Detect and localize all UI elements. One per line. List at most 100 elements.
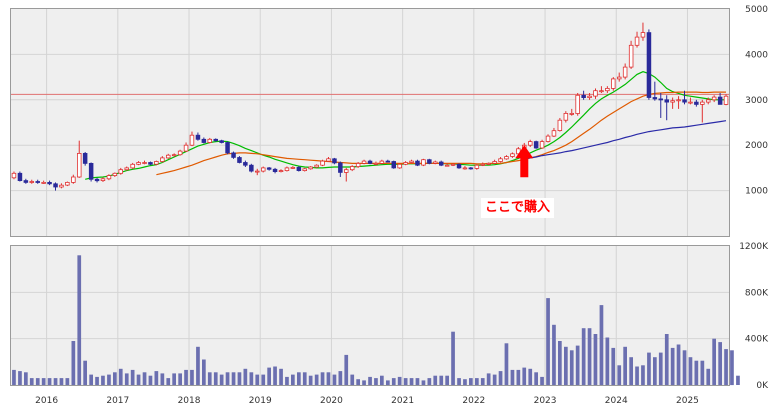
volume-bar (332, 374, 337, 385)
volume-bar (694, 360, 699, 385)
candle-body (717, 96, 723, 105)
candle-body (41, 181, 46, 184)
candle-body (47, 181, 52, 185)
candle-body (106, 175, 112, 180)
volume-bar (463, 379, 467, 385)
x-tick-label: 2025 (676, 396, 699, 406)
volume-bar (670, 347, 675, 385)
candle-body (622, 66, 628, 78)
volume-bar (510, 369, 515, 385)
volume-bar (65, 378, 70, 385)
candle-body (694, 101, 699, 105)
y-tick-label: 1000 (745, 187, 768, 197)
volume-bar (391, 378, 396, 385)
candle-body (510, 153, 515, 157)
candle-body (634, 36, 640, 46)
volume-bar (534, 372, 538, 385)
candle-body (77, 152, 82, 178)
volume-bar (724, 349, 728, 385)
candle-body (219, 140, 224, 143)
candle-body (587, 95, 592, 98)
candle-body (474, 164, 480, 169)
volume-bar (498, 371, 503, 385)
moving-average-line-3 (524, 120, 727, 160)
volume-bar (368, 376, 372, 385)
candle-body (88, 162, 94, 180)
tick-labels: 2016 2017 2018 2019 2020 2021 2022 2023 2024 2025… (35, 5, 769, 406)
x-tick-label: 2019 (249, 396, 272, 406)
candle-body (177, 150, 183, 156)
candle-body (195, 134, 201, 140)
volume-bar (403, 378, 408, 385)
candle-body (462, 167, 468, 170)
candle-body (409, 160, 414, 163)
candle-body (706, 99, 711, 103)
candle-body (563, 113, 569, 121)
volume-bar (243, 368, 248, 385)
candle-body (581, 94, 586, 99)
volume-bar (445, 375, 449, 385)
volume-bar (587, 328, 592, 385)
candle-body (11, 172, 17, 179)
volume-bar (475, 378, 479, 385)
volume-bar (18, 371, 22, 385)
candle-body (486, 162, 491, 165)
candle-body (498, 158, 503, 162)
volume-bar (267, 367, 271, 385)
volume-bar (427, 378, 432, 385)
candle-body (427, 159, 432, 164)
candle-body (533, 141, 539, 149)
volume-bar (41, 378, 46, 385)
candle-body (343, 169, 349, 173)
volume-bar (95, 376, 99, 385)
candle-body (332, 158, 337, 164)
volume-bar (285, 376, 289, 385)
candle-body (23, 180, 29, 183)
x-tick-label: 2022 (462, 396, 485, 406)
volume-bar (344, 354, 349, 385)
volume-bar (297, 372, 301, 385)
candle-body (373, 162, 379, 165)
volume-bar (24, 372, 28, 385)
candle-body (112, 172, 118, 177)
candle-body (302, 168, 307, 172)
candle-body (676, 99, 681, 102)
volume-bar (647, 352, 651, 385)
volume-bar (581, 328, 586, 385)
annotation-arrow (515, 145, 534, 178)
volume-bar (421, 380, 426, 385)
candle-body (438, 161, 444, 166)
volume-bar (255, 374, 260, 385)
y-tick-label: 2000 (745, 141, 768, 151)
y-tick-label: 5000 (745, 5, 768, 15)
candle-body (183, 144, 189, 152)
candle-body (403, 162, 408, 165)
volume-bar (712, 338, 716, 385)
candle-body (379, 160, 385, 164)
candle-body (148, 162, 153, 165)
candle-body (385, 160, 391, 163)
candle-body (94, 178, 100, 182)
volume-bar (486, 373, 491, 385)
candle-body (361, 160, 367, 164)
volume-bar (682, 350, 687, 386)
candle-body (456, 163, 462, 169)
volume-y-tick-label: 0K (756, 381, 769, 391)
volume-bar (12, 369, 16, 385)
x-tick-label: 2017 (106, 396, 129, 406)
volume-bar (320, 372, 325, 385)
candle-body (284, 167, 290, 171)
volume-bar (219, 374, 224, 385)
candle-body (599, 90, 604, 93)
up-arrow-icon (515, 145, 534, 178)
volume-bar (213, 372, 218, 385)
candle-body (652, 97, 658, 100)
volume-bar (730, 350, 734, 386)
volume-bar (172, 373, 176, 385)
candle-body (528, 141, 533, 146)
volume-bar (130, 369, 135, 385)
volume-bar (89, 374, 93, 385)
y-tick-label: 3000 (745, 96, 768, 106)
volume-bar (207, 372, 212, 385)
volume-bar (736, 375, 740, 385)
